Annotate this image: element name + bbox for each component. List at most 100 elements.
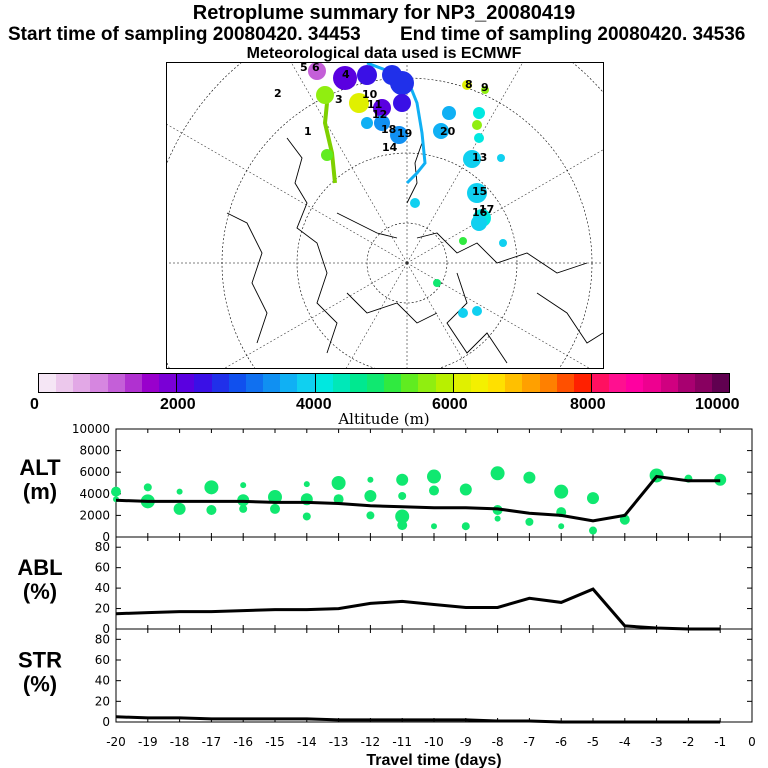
plume-point — [331, 476, 346, 490]
plume-circle — [472, 306, 482, 316]
coastline — [416, 232, 588, 274]
plume-circle — [474, 133, 484, 143]
y-tick-label: 0 — [102, 530, 110, 544]
plume-point — [589, 526, 597, 535]
plume-circle — [462, 80, 472, 90]
colorbar-segment — [470, 374, 489, 392]
series-line-abl — [115, 587, 721, 631]
x-tick-label: -1 — [714, 735, 726, 749]
plume-point — [490, 466, 505, 481]
map-day-label: 2 — [274, 87, 282, 100]
colorbar-segment — [592, 374, 610, 392]
panel-label: (%) — [23, 579, 57, 604]
plume-point — [303, 481, 310, 488]
x-tick-label: -9 — [460, 735, 472, 749]
plume-point — [523, 471, 536, 484]
colorbar-segment — [349, 374, 367, 392]
y-tick-label: 10000 — [72, 422, 110, 436]
colorbar-segment — [124, 374, 142, 392]
colorbar-segment — [643, 374, 661, 392]
colorbar-segment — [366, 374, 385, 392]
panel-label: (%) — [23, 672, 57, 697]
plume-circle — [361, 117, 373, 129]
plume-circle — [459, 237, 467, 245]
panel-frame — [115, 536, 753, 630]
x-tick-label: -18 — [170, 735, 190, 749]
meridian-line — [406, 262, 590, 368]
x-tick-label: 0 — [748, 735, 756, 749]
map-day-label: 17 — [479, 203, 494, 216]
plume-point — [206, 505, 217, 515]
map-day-label: 19 — [397, 127, 412, 140]
meridian-line — [167, 124, 408, 264]
colorbar-segment — [159, 374, 178, 392]
x-tick-label: -17 — [202, 735, 222, 749]
plume-circle — [471, 215, 487, 231]
plume-circle — [349, 93, 369, 113]
colorbar-tick-label: 4000 — [296, 396, 332, 413]
plume-point — [176, 488, 183, 495]
colorbar-segment — [177, 374, 195, 392]
colorbar-segment — [539, 374, 557, 392]
colorbar-tick-label: 8000 — [570, 396, 606, 413]
colorbar-segment — [332, 374, 350, 392]
colorbar-segment — [609, 374, 627, 392]
meridian-line — [291, 63, 408, 264]
colorbar-segment — [435, 374, 454, 392]
map-day-label: 20 — [440, 125, 456, 138]
x-tick-label: -11 — [392, 735, 412, 749]
colorbar-tick-label: 6000 — [432, 396, 468, 413]
map-day-label: 15 — [472, 185, 487, 198]
map-day-label: 1 — [304, 125, 312, 138]
y-tick-label: 40 — [95, 674, 110, 688]
plume-point — [558, 523, 565, 530]
plume-circle — [497, 154, 505, 162]
x-tick-label: -13 — [329, 735, 349, 749]
meteo-label: Meteorological data used is ECMWF — [246, 45, 522, 62]
coastline — [346, 292, 438, 324]
colorbar-segment — [280, 374, 298, 392]
y-tick-label: 60 — [95, 561, 110, 575]
plume-point — [204, 480, 219, 495]
colorbar-segment — [626, 374, 644, 392]
plume-point — [367, 476, 374, 483]
series-line-alt — [115, 474, 721, 523]
meridian-line — [406, 63, 523, 264]
x-tick-label: -10 — [424, 735, 444, 749]
colorbar-segment — [39, 374, 57, 392]
map-day-label: 4 — [342, 68, 350, 81]
x-tick-label: -2 — [682, 735, 694, 749]
colorbar-segment — [712, 374, 730, 392]
plume-point — [554, 484, 569, 499]
plume-circle — [463, 150, 481, 168]
x-tick-label: -12 — [361, 735, 381, 749]
colorbar-segment — [522, 374, 540, 392]
plume-point — [111, 486, 121, 497]
x-tick-label: -19 — [138, 735, 158, 749]
plume-point — [461, 522, 470, 531]
x-tick-label: -7 — [523, 735, 535, 749]
colorbar-segment — [660, 374, 678, 392]
map-day-label: 10 — [362, 88, 378, 101]
colorbar-segment — [141, 374, 160, 392]
plume-circle — [433, 279, 441, 287]
y-tick-label: 0 — [102, 715, 110, 729]
plume-circle — [473, 107, 485, 119]
coastline — [536, 292, 603, 344]
x-tick-label: -4 — [619, 735, 631, 749]
map-day-label: 5 — [300, 63, 308, 74]
map-day-label: 14 — [382, 141, 398, 154]
plume-point — [429, 485, 439, 496]
plume-circle — [442, 106, 456, 120]
plume-point — [364, 489, 377, 502]
map-day-label: 18 — [381, 123, 396, 136]
colorbar-segment — [488, 374, 506, 392]
y-tick-label: 4000 — [79, 487, 110, 501]
panel-label: ALT — [19, 455, 61, 480]
colorbar-segment — [107, 374, 125, 392]
coastline — [446, 272, 508, 364]
plume-circle — [467, 183, 487, 203]
plume-point — [240, 482, 247, 489]
plume-circle — [390, 71, 414, 95]
colorbar-tick-label: 0 — [30, 396, 39, 413]
